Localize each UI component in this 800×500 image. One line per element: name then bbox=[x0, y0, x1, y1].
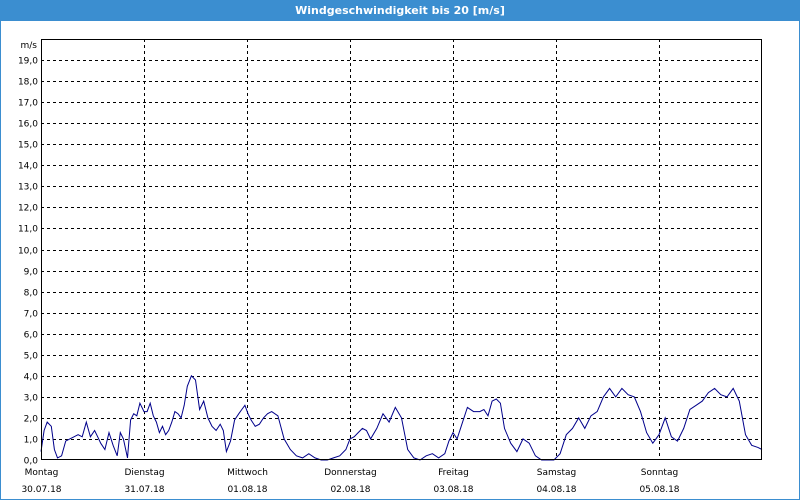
x-tick-date-label: 30.07.18 bbox=[21, 485, 61, 495]
x-tick-date-label: 02.08.18 bbox=[330, 485, 370, 495]
x-tick-day-label: Donnerstag bbox=[324, 468, 377, 478]
x-tick-date-label: 31.07.18 bbox=[124, 485, 164, 495]
y-tick-label: 1,0 bbox=[24, 436, 39, 446]
y-tick-label: 2,0 bbox=[24, 415, 39, 425]
wind-speed-line bbox=[40, 374, 763, 461]
x-tick-day-label: Samstag bbox=[537, 468, 576, 478]
y-tick-label: 0,0 bbox=[24, 457, 39, 467]
y-tick-label: 13,0 bbox=[18, 183, 38, 193]
y-tick-label: 15,0 bbox=[18, 141, 38, 151]
y-tick-label: 9,0 bbox=[24, 268, 39, 278]
x-tick-date-label: 05.08.18 bbox=[639, 485, 679, 495]
plot-area bbox=[41, 39, 762, 460]
y-tick-label: 14,0 bbox=[18, 162, 38, 172]
y-tick-label: 16,0 bbox=[18, 120, 38, 130]
y-tick-label: 10,0 bbox=[18, 247, 38, 257]
x-tick-date-label: 04.08.18 bbox=[536, 485, 576, 495]
plot-border bbox=[41, 39, 762, 460]
y-tick-label: 7,0 bbox=[24, 310, 39, 320]
x-tick-day-label: Montag bbox=[25, 468, 59, 478]
x-tick-day-label: Freitag bbox=[438, 468, 469, 478]
y-tick-label: 5,0 bbox=[24, 352, 39, 362]
x-tick-date-label: 01.08.18 bbox=[227, 485, 267, 495]
y-tick-label: 8,0 bbox=[24, 289, 39, 299]
x-axis-ticks: Montag 30.07.18 Dienstag 31.07.18 Mittwoch 01… bbox=[21, 468, 679, 495]
y-tick-label: 11,0 bbox=[18, 225, 38, 235]
y-tick-label: 12,0 bbox=[18, 204, 38, 214]
chart-title: Windgeschwindigkeit bis 20 [m/s] bbox=[1, 1, 799, 21]
y-tick-label: 4,0 bbox=[24, 373, 39, 383]
y-tick-label: 6,0 bbox=[24, 331, 39, 341]
x-tick-day-label: Sonntag bbox=[641, 468, 678, 478]
y-axis-unit-label: m/s bbox=[21, 41, 38, 51]
y-tick-label: 3,0 bbox=[24, 394, 39, 404]
y-tick-label: 17,0 bbox=[18, 99, 38, 109]
y-tick-label: 18,0 bbox=[18, 78, 38, 88]
y-tick-label: 19,0 bbox=[18, 57, 38, 67]
x-tick-day-label: Dienstag bbox=[124, 468, 164, 478]
y-axis-ticks: 0,0 1,0 2,0 3,0 4,0 5,0 6,0 7,0 8,0 9,0 10,0 11,0 12… bbox=[18, 57, 38, 467]
x-tick-day-label: Mittwoch bbox=[227, 468, 268, 478]
grid-lines bbox=[41, 39, 762, 460]
x-tick-date-label: 03.08.18 bbox=[433, 485, 473, 495]
